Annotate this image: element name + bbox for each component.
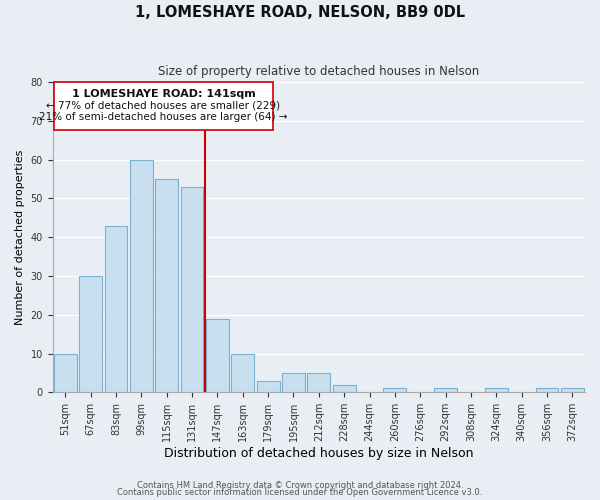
Bar — [104, 226, 127, 392]
Y-axis label: Number of detached properties: Number of detached properties — [15, 150, 25, 325]
Bar — [282, 373, 305, 392]
Bar — [155, 179, 178, 392]
Bar — [54, 82, 273, 130]
Bar — [257, 380, 280, 392]
Bar — [434, 388, 457, 392]
Text: 1, LOMESHAYE ROAD, NELSON, BB9 0DL: 1, LOMESHAYE ROAD, NELSON, BB9 0DL — [135, 5, 465, 20]
Bar — [333, 384, 356, 392]
Bar — [130, 160, 153, 392]
Bar — [485, 388, 508, 392]
Text: 1 LOMESHAYE ROAD: 141sqm: 1 LOMESHAYE ROAD: 141sqm — [71, 89, 256, 99]
Bar — [232, 354, 254, 393]
Text: ← 77% of detached houses are smaller (229): ← 77% of detached houses are smaller (22… — [46, 100, 281, 110]
Title: Size of property relative to detached houses in Nelson: Size of property relative to detached ho… — [158, 65, 479, 78]
Bar — [206, 318, 229, 392]
X-axis label: Distribution of detached houses by size in Nelson: Distribution of detached houses by size … — [164, 447, 473, 460]
Bar — [54, 354, 77, 393]
Text: Contains HM Land Registry data © Crown copyright and database right 2024.: Contains HM Land Registry data © Crown c… — [137, 480, 463, 490]
Text: Contains public sector information licensed under the Open Government Licence v3: Contains public sector information licen… — [118, 488, 482, 497]
Bar — [181, 186, 203, 392]
Bar — [536, 388, 559, 392]
Text: 21% of semi-detached houses are larger (64) →: 21% of semi-detached houses are larger (… — [40, 112, 288, 122]
Bar — [79, 276, 102, 392]
Bar — [307, 373, 330, 392]
Bar — [383, 388, 406, 392]
Bar — [561, 388, 584, 392]
